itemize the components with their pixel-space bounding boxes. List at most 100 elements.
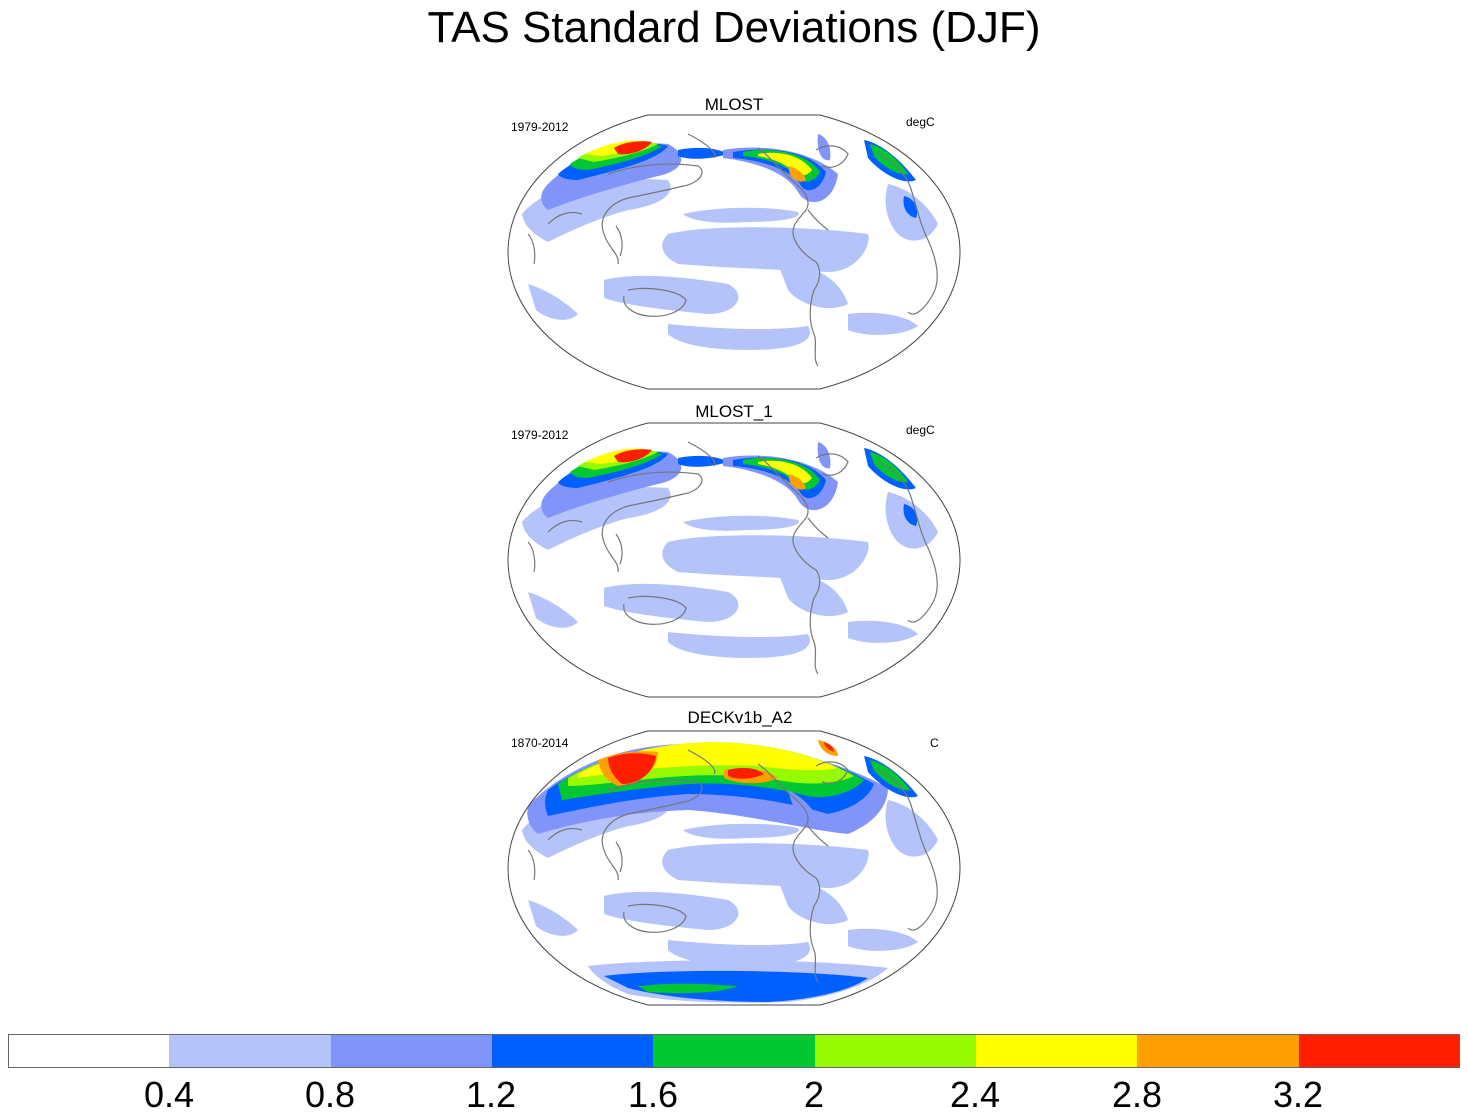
colorbar-box — [169, 1034, 332, 1068]
panel-units-2: degC — [906, 423, 935, 437]
std-contours — [522, 740, 938, 1003]
contour-fill — [788, 166, 806, 182]
contour-fill — [848, 928, 918, 951]
contour-fill — [728, 767, 764, 779]
contour-fill — [903, 504, 918, 526]
coastline — [815, 145, 849, 168]
colorbar-box — [1137, 1034, 1300, 1068]
coastline — [687, 133, 716, 159]
colorbar-box — [8, 1034, 170, 1068]
map-border — [507, 730, 961, 1006]
colorbar-label: 1.6 — [627, 1074, 679, 1115]
coastline — [623, 287, 687, 317]
coastline — [807, 209, 829, 231]
map-panel-2 — [507, 422, 961, 698]
contour-fill — [870, 452, 908, 483]
contour-fill — [678, 147, 728, 159]
coastline — [601, 779, 703, 881]
coastline — [877, 153, 938, 315]
colorbar-label: 2 — [803, 1074, 825, 1115]
coastline — [757, 147, 821, 367]
coastline — [615, 841, 623, 873]
contour-fill — [668, 940, 810, 966]
map-border — [507, 422, 961, 698]
contour-fill — [758, 460, 812, 484]
coastline — [615, 533, 623, 565]
panel-title-1: MLOST — [704, 95, 764, 114]
contour-fill — [778, 572, 848, 617]
contour-fill — [662, 227, 869, 272]
panel-units-3: C — [930, 736, 939, 750]
coastline — [547, 519, 583, 533]
contour-fill — [614, 449, 652, 463]
coastline — [615, 225, 623, 257]
contour-fill — [758, 152, 812, 176]
coastlines — [527, 441, 938, 675]
contour-fill — [683, 515, 799, 531]
coastline — [687, 441, 716, 467]
coastline — [527, 233, 536, 265]
contour-fill — [903, 196, 918, 218]
coastline — [807, 825, 829, 847]
colorbar-label: 2.8 — [1111, 1074, 1163, 1115]
coastline — [815, 453, 849, 476]
std-contours — [522, 134, 938, 350]
coastline — [547, 827, 583, 841]
coastline — [623, 595, 687, 625]
contour-fill — [638, 983, 738, 994]
map-panel-3 — [507, 730, 961, 1006]
contour-fill — [824, 742, 834, 752]
contour-fill — [528, 900, 578, 936]
coastline — [815, 761, 849, 784]
colorbar-label: 0.4 — [143, 1074, 195, 1115]
panel-period-3: 1870-2014 — [511, 736, 569, 750]
colorbar-box — [814, 1034, 977, 1068]
colorbar-label: 2.4 — [949, 1074, 1001, 1115]
contour-fill — [668, 632, 810, 658]
colorbar — [8, 1034, 1461, 1068]
colorbar-label: 1.2 — [465, 1074, 517, 1115]
coastline — [757, 763, 821, 983]
map-panel-1 — [507, 114, 961, 390]
coastline — [687, 749, 716, 775]
contour-fill — [848, 620, 918, 643]
coastline — [547, 211, 583, 225]
coastline — [527, 541, 536, 573]
contour-fill — [662, 535, 869, 580]
contour-fill — [683, 207, 799, 223]
contour-fill — [788, 790, 819, 830]
contour-fill — [604, 891, 739, 930]
coastline — [601, 163, 703, 265]
contour-fill — [778, 264, 848, 309]
map-border — [507, 114, 961, 390]
colorbar-box — [653, 1034, 816, 1068]
coastline — [623, 903, 687, 933]
panel-units-1: degC — [906, 115, 935, 129]
contour-fill — [608, 753, 656, 784]
contour-fill — [788, 474, 806, 490]
figure-title: TAS Standard Deviations (DJF) — [427, 3, 1041, 52]
contour-fill — [678, 455, 728, 467]
coastline — [877, 769, 938, 931]
coastline — [877, 461, 938, 623]
contour-fill — [683, 823, 799, 839]
colorbar-box — [976, 1034, 1138, 1068]
contour-fill — [604, 583, 739, 622]
contour-fill — [662, 843, 869, 888]
coastlines — [527, 133, 938, 367]
panel-title-2: MLOST_1 — [695, 402, 773, 421]
colorbar-label: 0.8 — [304, 1074, 356, 1115]
contour-fill — [668, 324, 810, 350]
contour-fill — [778, 880, 848, 925]
contour-fill — [870, 144, 908, 175]
contour-fill — [528, 592, 578, 628]
contour-fill — [528, 284, 578, 320]
colorbar-label: 3.2 — [1272, 1074, 1324, 1115]
contour-fill — [848, 312, 918, 335]
coastline — [527, 849, 536, 881]
coastline — [757, 455, 821, 675]
coastline — [807, 517, 829, 539]
coastlines — [527, 749, 938, 983]
colorbar-box — [330, 1034, 493, 1068]
colorbar-box — [1298, 1034, 1461, 1068]
